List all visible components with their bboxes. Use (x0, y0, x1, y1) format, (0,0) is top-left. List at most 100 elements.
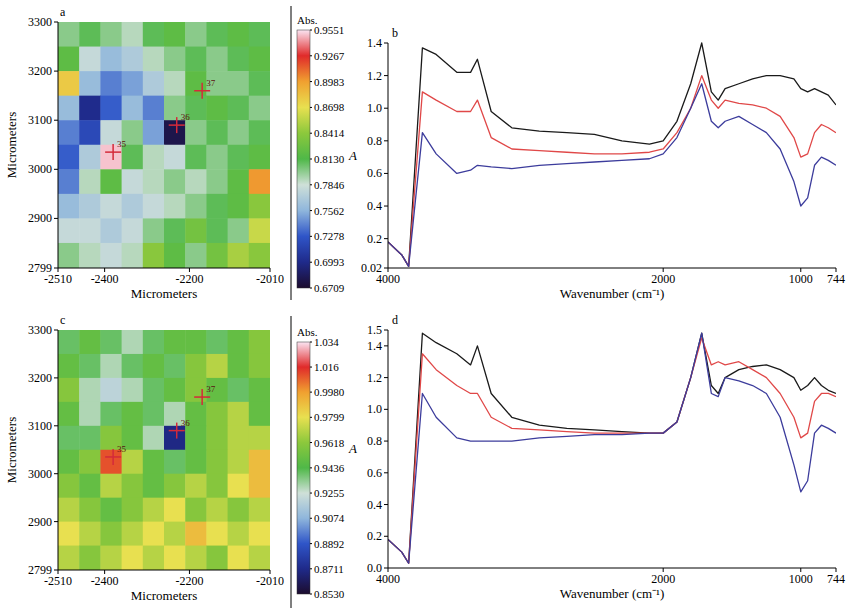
colorbar-tick (310, 30, 312, 31)
figure: 353637-2510-2400-2200-201027992900300031… (0, 0, 853, 616)
separator (291, 6, 292, 300)
colorbar-tick (310, 367, 312, 368)
marker-label: 37 (206, 384, 216, 394)
colorbar-tick (310, 493, 312, 494)
heatmap-cell (79, 378, 101, 402)
heatmap-cell (206, 71, 228, 96)
panel-letter: c (60, 313, 65, 327)
y-tick-label: 0.4 (367, 498, 382, 512)
heatmap-cell (164, 22, 186, 47)
heatmap-cell (100, 378, 122, 402)
heatmap-cell (58, 450, 80, 474)
heatmap-cell (249, 47, 270, 72)
y-tick (384, 568, 388, 569)
heatmap-cell (164, 546, 186, 570)
heatmap-cell (164, 474, 186, 498)
heatmap-cell (206, 218, 228, 243)
y-tick (54, 330, 58, 331)
heatmap-cell (185, 71, 207, 96)
y-tick (384, 536, 388, 537)
heatmap-cell (164, 330, 186, 354)
heatmap-cell (185, 145, 207, 170)
heatmap-cell (122, 402, 144, 426)
heatmap-cell (228, 194, 250, 219)
heatmap-cell (206, 120, 228, 145)
y-tick (54, 377, 58, 378)
heatmap-cell (228, 71, 250, 96)
colorbar-tick (310, 568, 312, 569)
y-tick-label: 3000 (28, 162, 52, 176)
heatmap-cell (79, 522, 101, 546)
heatmap-cell (164, 426, 186, 450)
lines (388, 333, 836, 563)
x-tick-label: 744 (827, 572, 845, 586)
x-tick-label: -2400 (91, 574, 119, 588)
colorbar-tick-label: 0.9618 (314, 437, 345, 449)
heatmap-cell (206, 498, 228, 522)
marker-label: 36 (181, 418, 191, 428)
heatmap-cell (79, 71, 101, 96)
y-tick-label: 1.0 (367, 101, 382, 115)
colorbar-tick (310, 55, 312, 56)
colorbar-tick-label: 0.9436 (314, 462, 345, 474)
heatmap-cell (249, 218, 270, 243)
marker-label: 35 (117, 444, 127, 454)
heatmap-cell (79, 120, 101, 145)
colorbar-tick-label: 0.9980 (314, 386, 345, 398)
heatmap-cell (249, 426, 270, 450)
cross-v (112, 144, 114, 160)
panel-letter: b (392, 26, 398, 40)
heatmap-cell (249, 378, 270, 402)
heatmap-cell (185, 522, 207, 546)
x-axis-title: Wavenumber (cm⁻¹) (560, 286, 665, 301)
heatmap-cell (164, 522, 186, 546)
heatmap-cell (100, 498, 122, 522)
y-tick-label: 0.8 (367, 434, 382, 448)
heatmap-cell (249, 498, 270, 522)
y-tick-label: 2799 (28, 563, 52, 577)
colorbar-tick (310, 442, 312, 443)
y-tick (384, 330, 388, 331)
colorbar-tick-label: 0.8711 (314, 563, 344, 575)
x-tick-label: -2010 (256, 574, 284, 588)
heatmap-cell (100, 218, 122, 243)
y-axis-title: Micrometers (4, 112, 19, 178)
cells (58, 22, 270, 268)
heatmap-cell (58, 145, 80, 170)
y-tick (384, 345, 388, 346)
heatmap-cell (122, 243, 144, 268)
heatmap-cell (122, 474, 144, 498)
heatmap-cell (58, 71, 80, 96)
colorbar-tick-label: 0.9551 (314, 24, 344, 36)
heatmap-cell (79, 474, 101, 498)
marker-label: 35 (117, 139, 127, 149)
heatmap-cell (58, 22, 80, 47)
panel-letter: a (60, 5, 66, 19)
x-axis-line (388, 568, 836, 569)
spectrum-line (388, 333, 836, 563)
x-tick-label: -2400 (91, 272, 119, 286)
y-tick (384, 108, 388, 109)
heatmap-cell (100, 546, 122, 570)
heatmap-cell (206, 243, 228, 268)
heatmap-cell (164, 450, 186, 474)
heatmap-cell (58, 498, 80, 522)
y-axis-title: A (348, 441, 357, 456)
colorbar-tick-label: 0.8983 (314, 76, 345, 88)
colorbar-tick-label: 0.6709 (314, 282, 345, 294)
cross-v (176, 117, 178, 133)
colorbar-tick (310, 467, 312, 468)
colorbar-tick-label: 0.6993 (314, 256, 345, 268)
heatmap-cell (143, 71, 165, 96)
colorbar-tick (310, 594, 312, 595)
heatmap-cell (143, 402, 165, 426)
heatmap-cell (122, 169, 144, 194)
heatmap-cell (185, 169, 207, 194)
heatmap-cell (143, 145, 165, 170)
heatmap-cell (228, 450, 250, 474)
colorbar-tick-label: 0.8130 (314, 153, 345, 165)
heatmap-cell (122, 522, 144, 546)
heatmap-cell (206, 546, 228, 570)
heatmap-cell (122, 47, 144, 72)
colorbar-tick-label: 0.8414 (314, 127, 345, 139)
